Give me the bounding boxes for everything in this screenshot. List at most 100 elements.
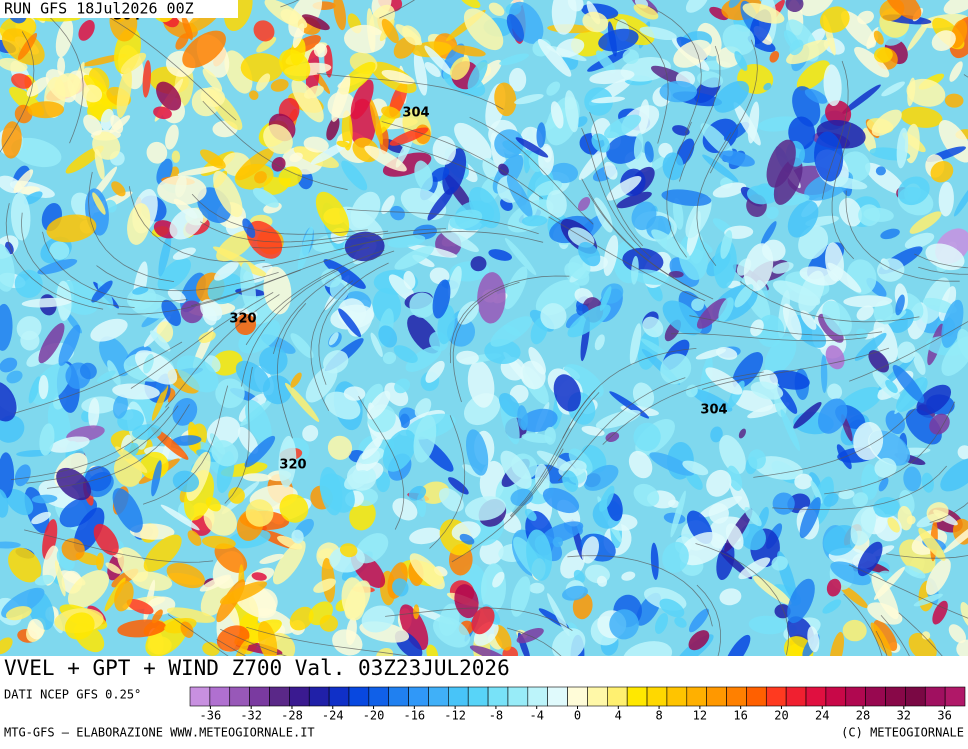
field-blob — [738, 428, 746, 439]
field-blob — [921, 472, 934, 493]
field-blob — [857, 541, 883, 577]
field-blob — [215, 378, 245, 409]
field-blob — [852, 492, 869, 508]
field-blob — [177, 165, 225, 176]
streamline — [26, 405, 179, 484]
field-blob — [662, 300, 703, 336]
field-blob — [488, 2, 505, 16]
field-blob — [712, 182, 747, 198]
field-blob — [157, 175, 207, 205]
field-blob — [504, 238, 537, 276]
streamline — [824, 401, 956, 495]
field-blob — [200, 149, 226, 169]
field-blob — [713, 80, 750, 113]
field-blob — [323, 259, 366, 289]
field-blob — [873, 619, 898, 652]
field-blob — [328, 332, 339, 346]
field-blob — [425, 360, 445, 383]
field-blob — [670, 490, 686, 538]
field-blob — [870, 622, 892, 656]
field-blob — [817, 398, 848, 434]
field-blob — [564, 90, 579, 133]
color-swatch — [587, 686, 608, 707]
field-blob — [382, 351, 397, 365]
field-blob — [746, 185, 774, 205]
field-blob — [339, 206, 384, 240]
colorbar-tick-label: -16 — [403, 709, 425, 723]
field-blob — [39, 423, 55, 456]
field-blob — [409, 553, 445, 590]
field-blob — [99, 336, 131, 377]
field-blob — [166, 562, 205, 589]
field-blob — [787, 578, 815, 624]
color-swatch — [567, 686, 588, 707]
streamline — [701, 347, 890, 390]
field-blob — [172, 247, 196, 260]
field-blob — [235, 360, 271, 393]
field-blob — [783, 636, 814, 656]
field-blob — [199, 574, 232, 592]
field-blob — [940, 457, 968, 492]
run-box — [0, 0, 238, 18]
field-blob — [11, 137, 62, 168]
streamline — [220, 628, 288, 656]
color-swatch — [448, 686, 469, 707]
streamline — [670, 333, 867, 342]
field-blob — [249, 90, 259, 100]
field-blob — [906, 78, 946, 107]
field-blob — [96, 552, 104, 571]
map-title: VVEL + GPT + WIND Z700 Val. 03Z23JUL2026 — [4, 656, 510, 680]
streamline — [875, 630, 888, 656]
field-blob — [326, 116, 340, 141]
streamline — [567, 555, 713, 627]
field-blob — [382, 429, 416, 472]
field-blob — [794, 473, 813, 490]
field-blob — [158, 233, 172, 277]
color-swatch — [944, 686, 966, 707]
colorbar-tick-label: 28 — [856, 709, 870, 723]
colorbar-tick-label: 16 — [733, 709, 747, 723]
field-blob — [769, 50, 780, 63]
color-swatch — [428, 686, 449, 707]
field-blob — [67, 570, 110, 609]
color-swatch — [289, 686, 310, 707]
field-blob — [932, 600, 948, 625]
field-blob — [402, 25, 422, 46]
colorbar-tick-label: -24 — [322, 709, 344, 723]
field-blob — [448, 266, 462, 299]
streamline — [558, 377, 686, 482]
field-blob — [20, 330, 40, 351]
field-blob — [705, 367, 743, 395]
field-blob — [459, 0, 481, 9]
field-blob — [313, 578, 336, 593]
colorbar-tick-label: 4 — [615, 709, 622, 723]
streamline — [696, 132, 732, 267]
field-blob — [719, 435, 746, 475]
field-blob — [336, 140, 350, 148]
field-blob — [427, 186, 455, 221]
field-blob — [278, 435, 297, 488]
color-swatch — [209, 686, 231, 707]
field-blob — [769, 370, 810, 390]
field-blob — [256, 36, 277, 53]
field-blob — [582, 11, 609, 33]
field-blob — [782, 303, 802, 340]
field-blob — [424, 45, 452, 75]
colorbar-tick-label: -4 — [529, 709, 543, 723]
field-blob — [246, 220, 283, 259]
field-blob — [251, 572, 267, 581]
field-blob — [490, 316, 533, 347]
field-blob — [567, 0, 584, 12]
field-blob — [854, 332, 887, 361]
field-blob — [900, 106, 943, 128]
field-blob — [850, 506, 876, 546]
field-blob — [245, 399, 272, 444]
streamline — [199, 221, 389, 243]
field-blob — [521, 433, 553, 444]
field-blob — [742, 2, 785, 24]
field-blob — [378, 325, 398, 348]
field-blob — [916, 384, 952, 416]
streamline — [5, 203, 104, 310]
field-blob — [565, 312, 581, 329]
